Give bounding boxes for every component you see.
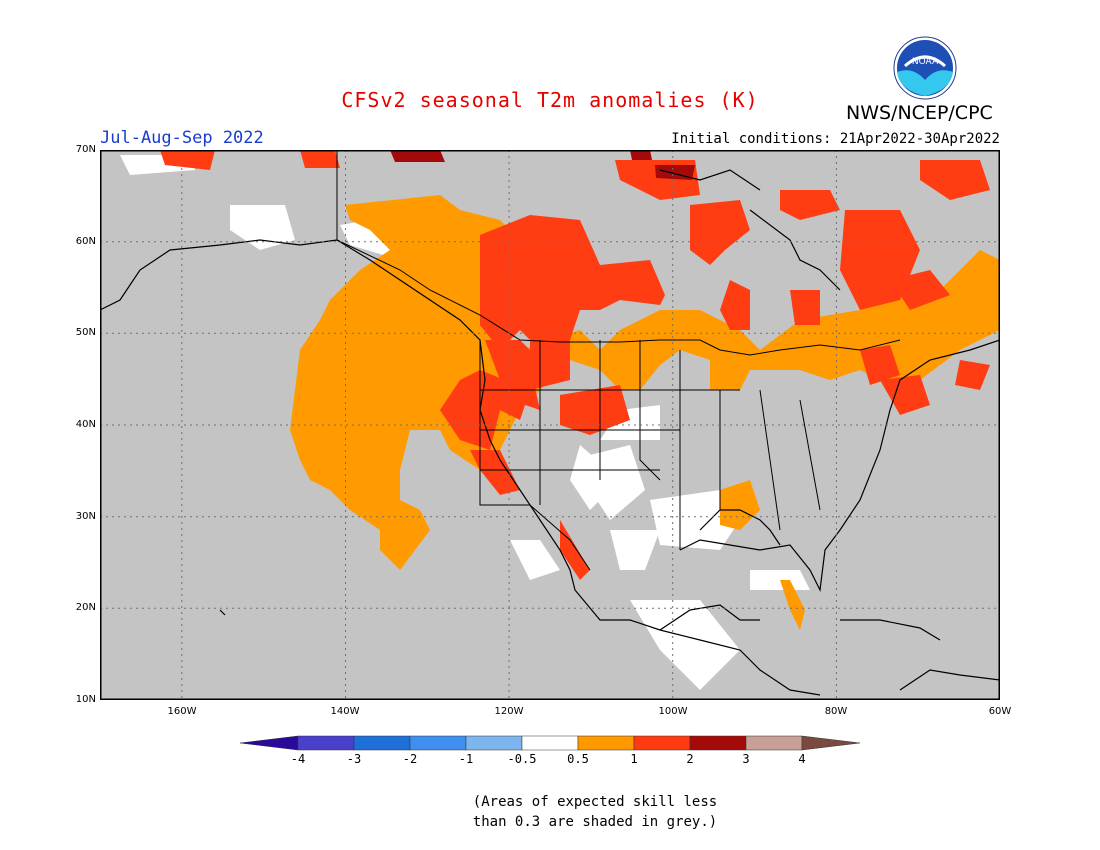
colorbar-cap-low: [240, 735, 299, 751]
skill-note-line-1: (Areas of expected skill less: [472, 794, 718, 810]
anomaly-1-2-regions: [160, 150, 990, 580]
colorbar-tick-label: -1: [458, 752, 474, 766]
colorbar-tick-label: 0.5: [567, 752, 589, 766]
lon-label-80w: 80W: [824, 706, 848, 717]
colorbar-tick-label: -0.5: [507, 752, 537, 766]
colorbar-tick-label: 3: [742, 752, 750, 766]
colorbar-tick-label: -3: [346, 752, 362, 766]
anomaly-0_5-1-regions: [290, 195, 1000, 630]
lat-label-30n: 30N: [75, 511, 96, 522]
season-label: Jul-Aug-Sep 2022: [100, 128, 264, 148]
colorbar-tick-label: 2: [686, 752, 694, 766]
colorbar-cell: [633, 735, 691, 751]
colorbar-cell: [297, 735, 355, 751]
colorbar-tick-label: -4: [290, 752, 306, 766]
map-frame: [100, 150, 1000, 700]
colorbar-cap-high: [801, 735, 860, 751]
lon-label-60w: 60W: [988, 706, 1012, 717]
lon-label-120w: 120W: [494, 706, 524, 717]
lon-label-100w: 100W: [658, 706, 688, 717]
skill-note-line-2: than 0.3 are shaded in grey.): [472, 814, 718, 830]
agency-label: NWS/NCEP/CPC: [846, 102, 993, 124]
colorbar-cell: [745, 735, 803, 751]
lat-label-10n: 10N: [75, 694, 96, 705]
initial-conditions-label: Initial conditions: 21Apr2022-30Apr2022: [671, 131, 1000, 147]
colorbar-cell: [353, 735, 411, 751]
colorbar-cell: [465, 735, 523, 751]
colorbar-cell: [409, 735, 467, 751]
lat-label-50n: 50N: [75, 327, 96, 338]
lat-label-20n: 20N: [75, 602, 96, 613]
colorbar-cell: [689, 735, 747, 751]
colorbar-tick-label: -2: [402, 752, 418, 766]
lat-label-60n: 60N: [75, 236, 96, 247]
colorbar: [240, 735, 860, 751]
noaa-logo: NOAA: [893, 36, 957, 100]
anomaly-map: [100, 150, 1000, 700]
colorbar-tick-label: 1: [630, 752, 638, 766]
colorbar-cell: [577, 735, 635, 751]
svg-text:NOAA: NOAA: [912, 57, 939, 67]
colorbar-cell: [521, 735, 579, 751]
colorbar-tick-label: 4: [798, 752, 806, 766]
lat-label-40n: 40N: [75, 419, 96, 430]
lon-label-160w: 160W: [167, 706, 197, 717]
graticule: [100, 150, 1000, 700]
map-title: CFSv2 seasonal T2m anomalies (K): [341, 88, 759, 112]
lat-label-70n: 70N: [75, 144, 96, 155]
lon-label-140w: 140W: [330, 706, 360, 717]
